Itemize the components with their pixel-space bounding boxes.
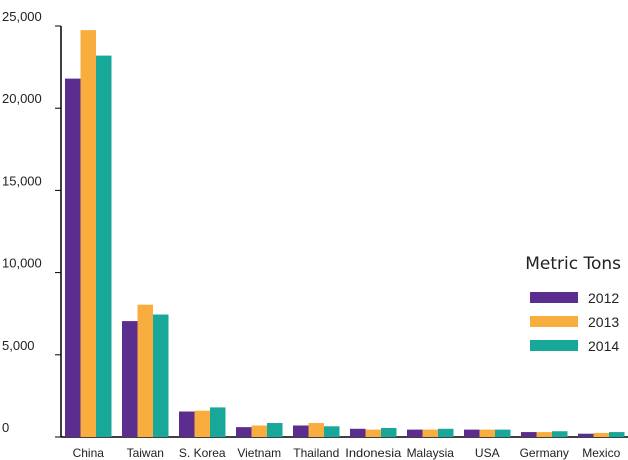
bar-2012-s-korea xyxy=(179,411,195,437)
x-tick-label: Germany xyxy=(520,446,569,460)
x-tick-label: Taiwan xyxy=(127,446,164,460)
bar-2013-china xyxy=(80,30,96,438)
bar-2012-germany xyxy=(521,432,537,437)
bar-2013-usa xyxy=(479,429,495,437)
bar-2014-usa xyxy=(495,429,511,437)
bar-2012-mexico xyxy=(578,433,594,437)
legend-title: Metric Tons xyxy=(525,254,621,274)
bar-2014-china xyxy=(96,55,112,437)
x-tick-label: Indonesia xyxy=(345,446,401,460)
legend-swatch-2012 xyxy=(530,292,578,303)
bar-2014-s-korea xyxy=(210,407,226,437)
legend-label-2012: 2012 xyxy=(588,290,619,306)
bar-2013-thailand xyxy=(308,423,324,437)
y-tick-label: 0 xyxy=(2,420,9,435)
x-tick-label: Mexico xyxy=(582,446,620,460)
bar-2014-indonesia xyxy=(381,427,397,437)
y-tick-label: 25,000 xyxy=(2,9,42,24)
bar-2012-china xyxy=(65,78,81,437)
bar-2012-indonesia xyxy=(350,428,366,437)
bar-2012-malaysia xyxy=(407,429,423,437)
bar-2014-mexico xyxy=(609,432,625,437)
bar-2014-malaysia xyxy=(438,428,454,437)
x-tick-label: Thailand xyxy=(293,446,339,460)
y-tick-label: 5,000 xyxy=(2,338,35,353)
x-tick-label: Vietnam xyxy=(237,446,281,460)
legend-swatch-2014 xyxy=(530,340,578,351)
bar-2012-usa xyxy=(464,429,480,437)
x-tick-label: China xyxy=(73,446,105,460)
legend-label-2014: 2014 xyxy=(588,338,619,354)
bars xyxy=(65,30,625,438)
bar-2014-thailand xyxy=(324,426,340,437)
bar-2012-vietnam xyxy=(236,427,252,437)
y-tick-label: 10,000 xyxy=(2,256,42,271)
y-tick-label: 20,000 xyxy=(2,91,42,106)
bar-2014-germany xyxy=(552,431,568,437)
bar-2013-malaysia xyxy=(422,429,438,437)
bar-2013-taiwan xyxy=(137,304,153,437)
y-tick-label: 15,000 xyxy=(2,173,42,188)
bar-2013-vietnam xyxy=(251,425,267,437)
bar-2013-germany xyxy=(536,432,552,437)
legend-swatch-2013 xyxy=(530,316,578,327)
bar-2012-thailand xyxy=(293,425,309,437)
bar-2014-taiwan xyxy=(153,314,169,437)
bar-2013-mexico xyxy=(593,432,609,437)
y-tick-labels: 0 5,000 10,000 15,000 20,000 25,000 xyxy=(2,9,42,435)
bar-2013-indonesia xyxy=(365,429,381,437)
legend-label-2013: 2013 xyxy=(588,314,619,330)
bar-2012-taiwan xyxy=(122,321,138,437)
x-tick-label: Malaysia xyxy=(407,446,455,460)
bar-2013-s-korea xyxy=(194,410,210,437)
x-tick-labels: China Taiwan S. Korea Vietnam Thailand Indone… xyxy=(73,446,621,460)
bar-2014-vietnam xyxy=(267,423,283,437)
x-tick-label: S. Korea xyxy=(179,446,226,460)
x-tick-label: USA xyxy=(475,446,500,460)
legend: Metric Tons 2012 2013 2014 xyxy=(525,254,621,354)
